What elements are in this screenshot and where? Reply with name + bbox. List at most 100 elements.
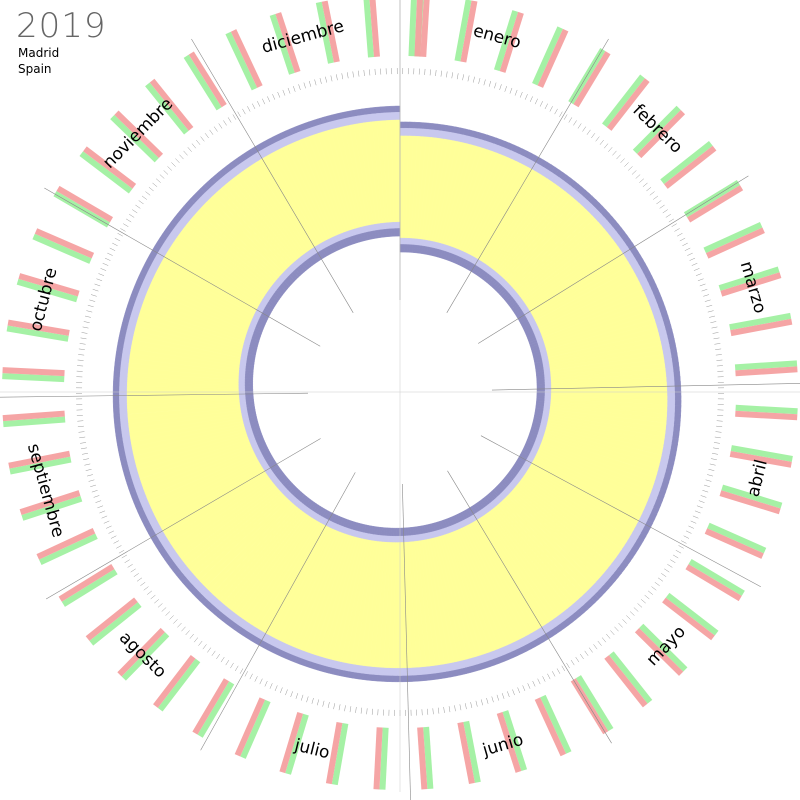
twilight-segment [238, 388, 246, 392]
day-tick [120, 228, 126, 232]
day-tick [358, 70, 360, 77]
week-bar-weekend [720, 272, 782, 297]
day-tick [93, 495, 100, 498]
week-bar-weekday [16, 278, 78, 303]
week-bar-weekend [634, 628, 684, 676]
day-tick [183, 150, 188, 156]
week-bar-weekend [730, 318, 793, 337]
day-tick [207, 647, 212, 653]
day-tick [488, 80, 492, 87]
twilight-segment [114, 424, 122, 431]
twilight-segment [238, 391, 246, 395]
week-bar-weekday [718, 266, 780, 291]
day-tick [108, 530, 115, 534]
twilight-segment [411, 674, 418, 682]
week-bar-weekday [110, 114, 159, 163]
week-bar-weekday [688, 559, 745, 596]
twilight-segment [239, 399, 247, 403]
month-divider [45, 438, 321, 600]
day-tick [341, 73, 344, 80]
day-tick [501, 693, 505, 699]
day-tick [642, 182, 648, 187]
day-tick [77, 420, 84, 422]
week-bar-weekend [19, 490, 81, 515]
day-tick [679, 237, 686, 242]
week-bar-weekday [540, 694, 572, 754]
day-tick [135, 204, 141, 209]
week-bar-weekday [61, 569, 118, 607]
day-tick [177, 622, 182, 628]
day-tick [667, 564, 673, 568]
twilight-segment [112, 385, 120, 391]
week-bar-weekend [85, 597, 138, 641]
twilight-segment [413, 128, 419, 137]
day-tick [678, 545, 684, 549]
twilight-segment [665, 371, 674, 378]
week-bar-weekend [153, 654, 196, 708]
day-tick [539, 101, 543, 107]
day-tick [129, 213, 135, 218]
day-tick [710, 458, 717, 461]
day-tick [524, 94, 528, 100]
day-tick [547, 673, 551, 680]
twilight-segment [399, 237, 403, 245]
day-tick [104, 257, 111, 261]
week-bar-weekend [687, 185, 744, 223]
day-tick [287, 87, 291, 94]
day-tick [127, 564, 133, 568]
week-bar-weekday [363, 0, 374, 58]
day-tick [90, 484, 96, 488]
day-tick [274, 685, 278, 692]
day-tick [716, 359, 723, 361]
day-tick [79, 343, 86, 345]
week-bar-weekday [183, 54, 222, 111]
day-tick [91, 490, 98, 493]
week-bar-weekday [408, 0, 417, 57]
day-tick [252, 103, 256, 110]
day-tick [136, 577, 143, 582]
day-tick [591, 133, 596, 139]
day-tick [665, 213, 671, 218]
day-tick [103, 520, 110, 524]
twilight-segment [387, 667, 394, 676]
day-tick [79, 436, 86, 439]
day-tick [82, 326, 89, 329]
twilight-segment [245, 391, 254, 395]
month-divider [191, 38, 354, 313]
twilight-segment [245, 396, 254, 400]
day-tick [311, 697, 314, 704]
twilight-segment [396, 527, 400, 537]
twilight-segment [112, 395, 120, 401]
twilight-segment [392, 667, 398, 676]
week-bar-weekend [2, 410, 65, 422]
day-tick [610, 630, 615, 636]
twilight-segment [673, 414, 682, 421]
week-bar-weekend [534, 697, 567, 757]
twilight-segment [385, 106, 391, 113]
twilight-segment [421, 666, 428, 675]
twilight-segment [113, 375, 121, 382]
day-tick [336, 74, 338, 81]
day-tick [196, 139, 201, 145]
day-tick [713, 447, 720, 450]
week-bar-weekend [604, 655, 648, 708]
twilight-segment [394, 228, 398, 237]
day-tick [185, 630, 190, 636]
twilight-segment [672, 361, 680, 368]
month-divider [491, 383, 800, 391]
twilight-segment [119, 409, 128, 416]
day-tick [675, 549, 682, 554]
day-tick [707, 474, 713, 477]
week-bar-weekend [417, 727, 428, 790]
day-tick [709, 463, 716, 466]
day-tick [599, 139, 604, 145]
day-tick [640, 599, 646, 604]
day-tick [662, 209, 668, 214]
week-bar-weekend [606, 78, 650, 131]
twilight-segment [113, 414, 121, 421]
day-tick [689, 257, 696, 261]
day-tick [218, 123, 223, 129]
day-tick [437, 707, 440, 714]
week-bar-weekday [454, 0, 472, 62]
day-tick [512, 689, 515, 696]
